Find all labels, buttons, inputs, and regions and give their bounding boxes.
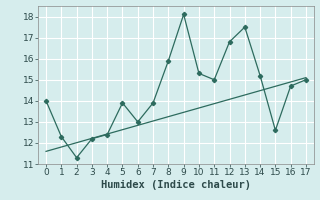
X-axis label: Humidex (Indice chaleur): Humidex (Indice chaleur) [101,180,251,190]
